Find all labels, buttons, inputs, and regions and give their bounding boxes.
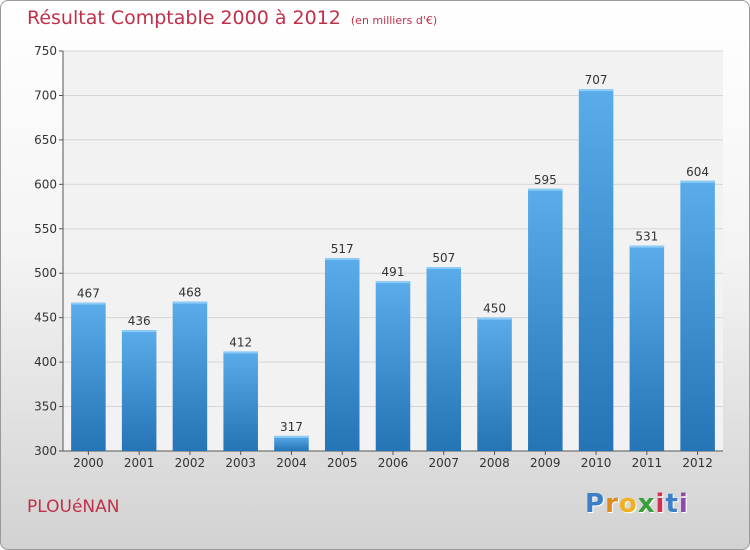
y-tick-labels: 300 350 400 450 500 550 600 650 700 750 bbox=[34, 44, 57, 458]
data-label: 517 bbox=[331, 242, 354, 256]
bar bbox=[375, 281, 411, 451]
x-tick-label: 2007 bbox=[428, 456, 459, 470]
bar-highlight bbox=[578, 89, 614, 92]
logo-letter: t bbox=[665, 489, 679, 519]
bar-highlight bbox=[121, 330, 157, 333]
data-label: 507 bbox=[432, 251, 455, 265]
bar bbox=[274, 435, 309, 451]
y-tick-label: 350 bbox=[34, 400, 57, 414]
x-tick-label: 2004 bbox=[276, 456, 307, 470]
chart-title: Résultat Comptable 2000 à 2012 (en millie… bbox=[27, 7, 437, 29]
data-label: 412 bbox=[229, 335, 252, 349]
data-label: 436 bbox=[128, 314, 151, 328]
x-tick-label: 2006 bbox=[378, 456, 409, 470]
data-label: 468 bbox=[178, 286, 201, 300]
bar bbox=[426, 267, 462, 451]
data-label: 604 bbox=[686, 165, 709, 179]
x-tick-label: 2003 bbox=[225, 456, 256, 470]
x-tick-label: 2010 bbox=[581, 456, 612, 470]
bar bbox=[223, 351, 258, 451]
bar bbox=[680, 180, 715, 451]
bar-highlight bbox=[223, 351, 258, 354]
x-tick-label: 2008 bbox=[479, 456, 510, 470]
y-tick-label: 450 bbox=[34, 311, 57, 325]
x-tick-label: 2000 bbox=[73, 456, 104, 470]
y-tick-label: 600 bbox=[34, 177, 57, 191]
data-label: 707 bbox=[585, 73, 608, 87]
x-tick-label: 2012 bbox=[682, 456, 713, 470]
y-tick-label: 300 bbox=[34, 444, 57, 458]
logo-letter: i bbox=[655, 489, 666, 519]
data-label: 467 bbox=[77, 287, 100, 301]
x-tick-label: 2002 bbox=[175, 456, 206, 470]
x-tick-label: 2009 bbox=[530, 456, 561, 470]
bar-highlight bbox=[324, 258, 360, 261]
logo-letter: i bbox=[678, 489, 689, 519]
logo-letter: r bbox=[605, 489, 619, 519]
bar bbox=[528, 188, 563, 451]
logo-letter: x bbox=[637, 489, 656, 519]
bar-highlight bbox=[629, 245, 665, 248]
bar-highlight bbox=[375, 281, 411, 284]
bar bbox=[121, 330, 157, 451]
y-tick-label: 550 bbox=[34, 222, 57, 236]
data-label: 317 bbox=[280, 420, 303, 434]
y-tick-label: 750 bbox=[34, 44, 57, 58]
bar-highlight bbox=[172, 301, 208, 304]
x-tick-label: 2001 bbox=[124, 456, 155, 470]
bar bbox=[477, 317, 512, 451]
x-tick-labels: 2000 2001 2002 2003 2004 2005 2006 2007 2008 2009… bbox=[73, 456, 713, 470]
bar-highlight bbox=[71, 302, 106, 305]
bar-highlight bbox=[477, 317, 512, 320]
bar bbox=[324, 258, 360, 451]
y-tick-label: 500 bbox=[34, 266, 57, 280]
x-tick-label: 2011 bbox=[632, 456, 663, 470]
x-tick-label: 2005 bbox=[327, 456, 358, 470]
logo-letter: P bbox=[585, 489, 606, 519]
bars bbox=[71, 89, 715, 451]
commune-name: PLOUéNAN bbox=[27, 497, 120, 517]
bar bbox=[71, 302, 106, 451]
y-tick-label: 700 bbox=[34, 88, 57, 102]
bar-highlight bbox=[680, 180, 715, 183]
bar-highlight bbox=[274, 435, 309, 438]
data-label: 450 bbox=[483, 302, 506, 316]
bar-highlight bbox=[528, 188, 563, 191]
chart-subtitle: (en milliers d'€) bbox=[350, 14, 438, 27]
proxiti-logo: Proxiti bbox=[585, 489, 689, 519]
data-label: 595 bbox=[534, 173, 557, 187]
y-tick-label: 400 bbox=[34, 355, 57, 369]
logo-letter: o bbox=[618, 489, 638, 519]
bar-highlight bbox=[426, 267, 462, 269]
data-label: 491 bbox=[382, 265, 405, 279]
chart-title-text: Résultat Comptable 2000 à 2012 bbox=[27, 7, 341, 29]
data-label: 531 bbox=[635, 230, 658, 244]
bar bbox=[578, 89, 614, 451]
bar bbox=[629, 245, 665, 451]
bar bbox=[172, 301, 208, 451]
y-tick-label: 650 bbox=[34, 133, 57, 147]
data-labels: 467 436 468 412 317 517 491 507 450 595 707 531 604 bbox=[77, 73, 709, 434]
